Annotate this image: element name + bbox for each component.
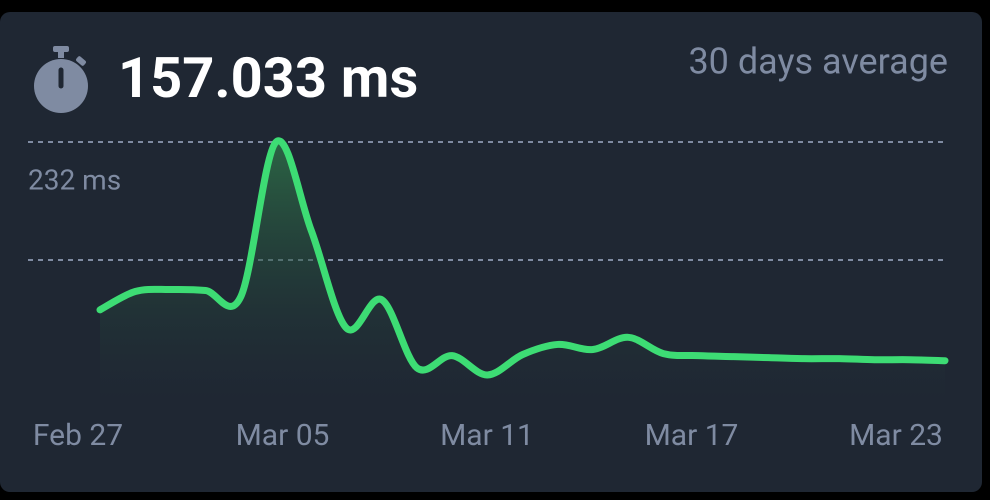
x-tick-label: Feb 27 bbox=[33, 418, 123, 453]
average-value: 157.033 ms bbox=[118, 45, 418, 111]
x-tick-label: Mar 11 bbox=[440, 418, 534, 453]
x-tick-label: Mar 23 bbox=[849, 418, 943, 453]
x-tick-label: Mar 17 bbox=[645, 418, 739, 453]
line bbox=[96, 137, 949, 379]
y-tick-label: 232 ms bbox=[28, 163, 121, 196]
stopwatch-icon bbox=[34, 46, 88, 113]
average-caption: 30 days average bbox=[688, 41, 948, 83]
x-tick-label: Mar 05 bbox=[236, 418, 330, 453]
area-fill bbox=[100, 140, 945, 401]
